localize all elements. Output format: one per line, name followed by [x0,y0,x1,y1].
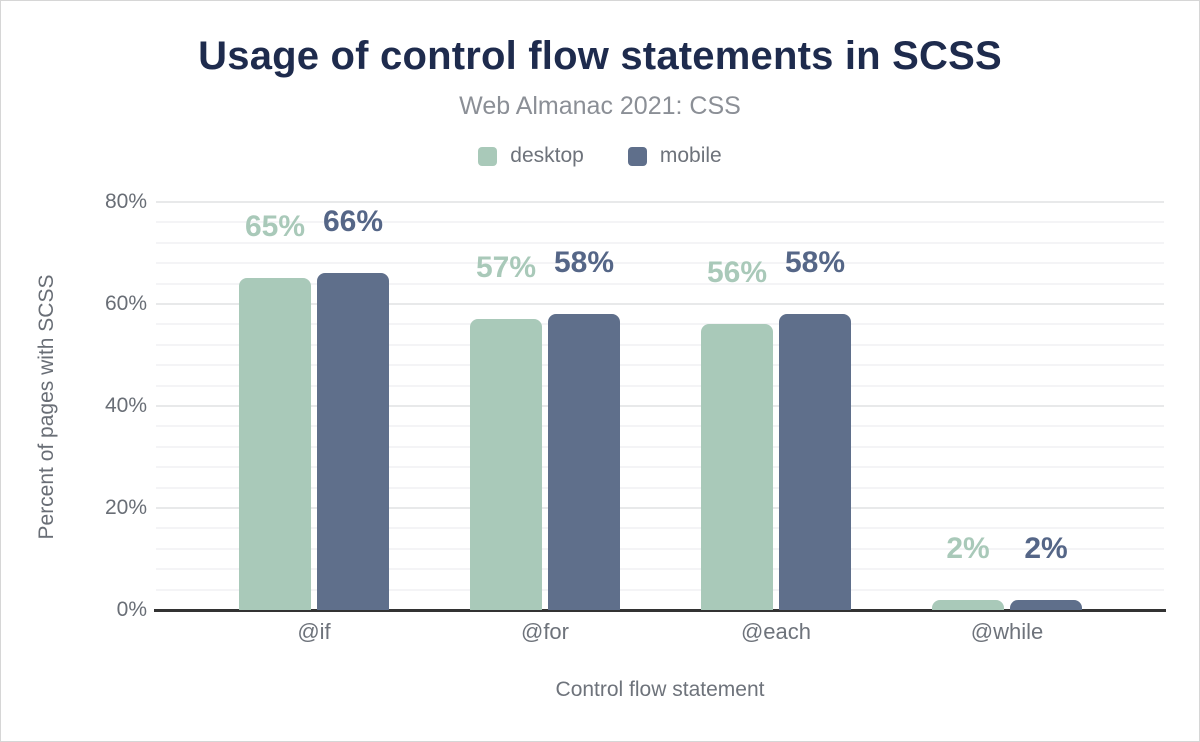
x-tick-label-while: @while [970,619,1044,644]
legend-item-desktop[interactable]: desktop [478,144,584,168]
gridline-minor-56 [156,323,1164,326]
x-axis-title: Control flow statement [555,678,765,701]
gridline-major-40 [156,405,1164,407]
legend-label-desktop: desktop [510,144,584,167]
mobile-swatch-icon [627,146,647,166]
value-label-mobile-if: 66% [322,205,384,238]
bar-mobile-while [1010,600,1082,610]
gridline-minor-52 [156,343,1164,346]
legend-label-mobile: mobile [659,144,722,167]
value-label-desktop-for: 57% [475,251,537,284]
y-tick-label-20: 20% [104,496,147,519]
y-tick-label-80: 80% [104,190,147,213]
bar-desktop-each [701,324,773,610]
chart-title: Usage of control flow statements in SCSS [198,34,1002,78]
legend-item-mobile[interactable]: mobile [627,144,722,168]
legend: desktop mobile [1,144,1199,168]
gridline-minor-12 [156,547,1164,550]
plot-area: 65% 66% 57% 58% 56% 58% 2% 2% [154,201,1166,612]
x-tick-label-for: @for [520,619,569,644]
value-label-desktop-each: 56% [706,256,768,289]
gridline-minor-72 [156,241,1164,244]
value-label-mobile-each: 58% [784,246,846,279]
value-label-desktop-if: 65% [244,210,306,243]
gridline-minor-24 [156,486,1164,489]
gridline-minor-64 [156,282,1164,285]
gridline-minor-76 [156,221,1164,224]
gridline-minor-48 [156,364,1164,367]
value-label-desktop-while: 2% [946,532,990,565]
gridline-minor-32 [156,445,1164,448]
bar-mobile-if [317,273,389,610]
gridline-minor-8 [156,568,1164,571]
gridline-minor-36 [156,425,1164,428]
gridline-minor-16 [156,527,1164,530]
desktop-swatch-icon [478,146,498,166]
bar-mobile-each [779,314,851,610]
gridline-minor-4 [156,588,1164,591]
gridline-minor-68 [156,262,1164,265]
bar-mobile-for [548,314,620,610]
gridline-minor-28 [156,466,1164,469]
y-tick-label-0: 0% [116,598,147,621]
bar-desktop-if [239,278,311,610]
value-label-mobile-for: 58% [553,246,615,279]
value-label-mobile-while: 2% [1024,532,1068,565]
gridline-minor-44 [156,384,1164,387]
gridline-major-60 [156,303,1164,305]
bar-desktop-while [932,600,1004,610]
x-tick-label-if: @if [297,619,331,644]
bar-desktop-for [470,319,542,610]
gridline-major-80 [156,201,1164,203]
y-tick-label-60: 60% [104,292,147,315]
y-tick-label-40: 40% [104,394,147,417]
x-axis-line [154,609,1166,612]
gridline-major-20 [156,507,1164,509]
x-tick-label-each: @each [740,619,812,644]
chart-subtitle: Web Almanac 2021: CSS [459,92,741,120]
